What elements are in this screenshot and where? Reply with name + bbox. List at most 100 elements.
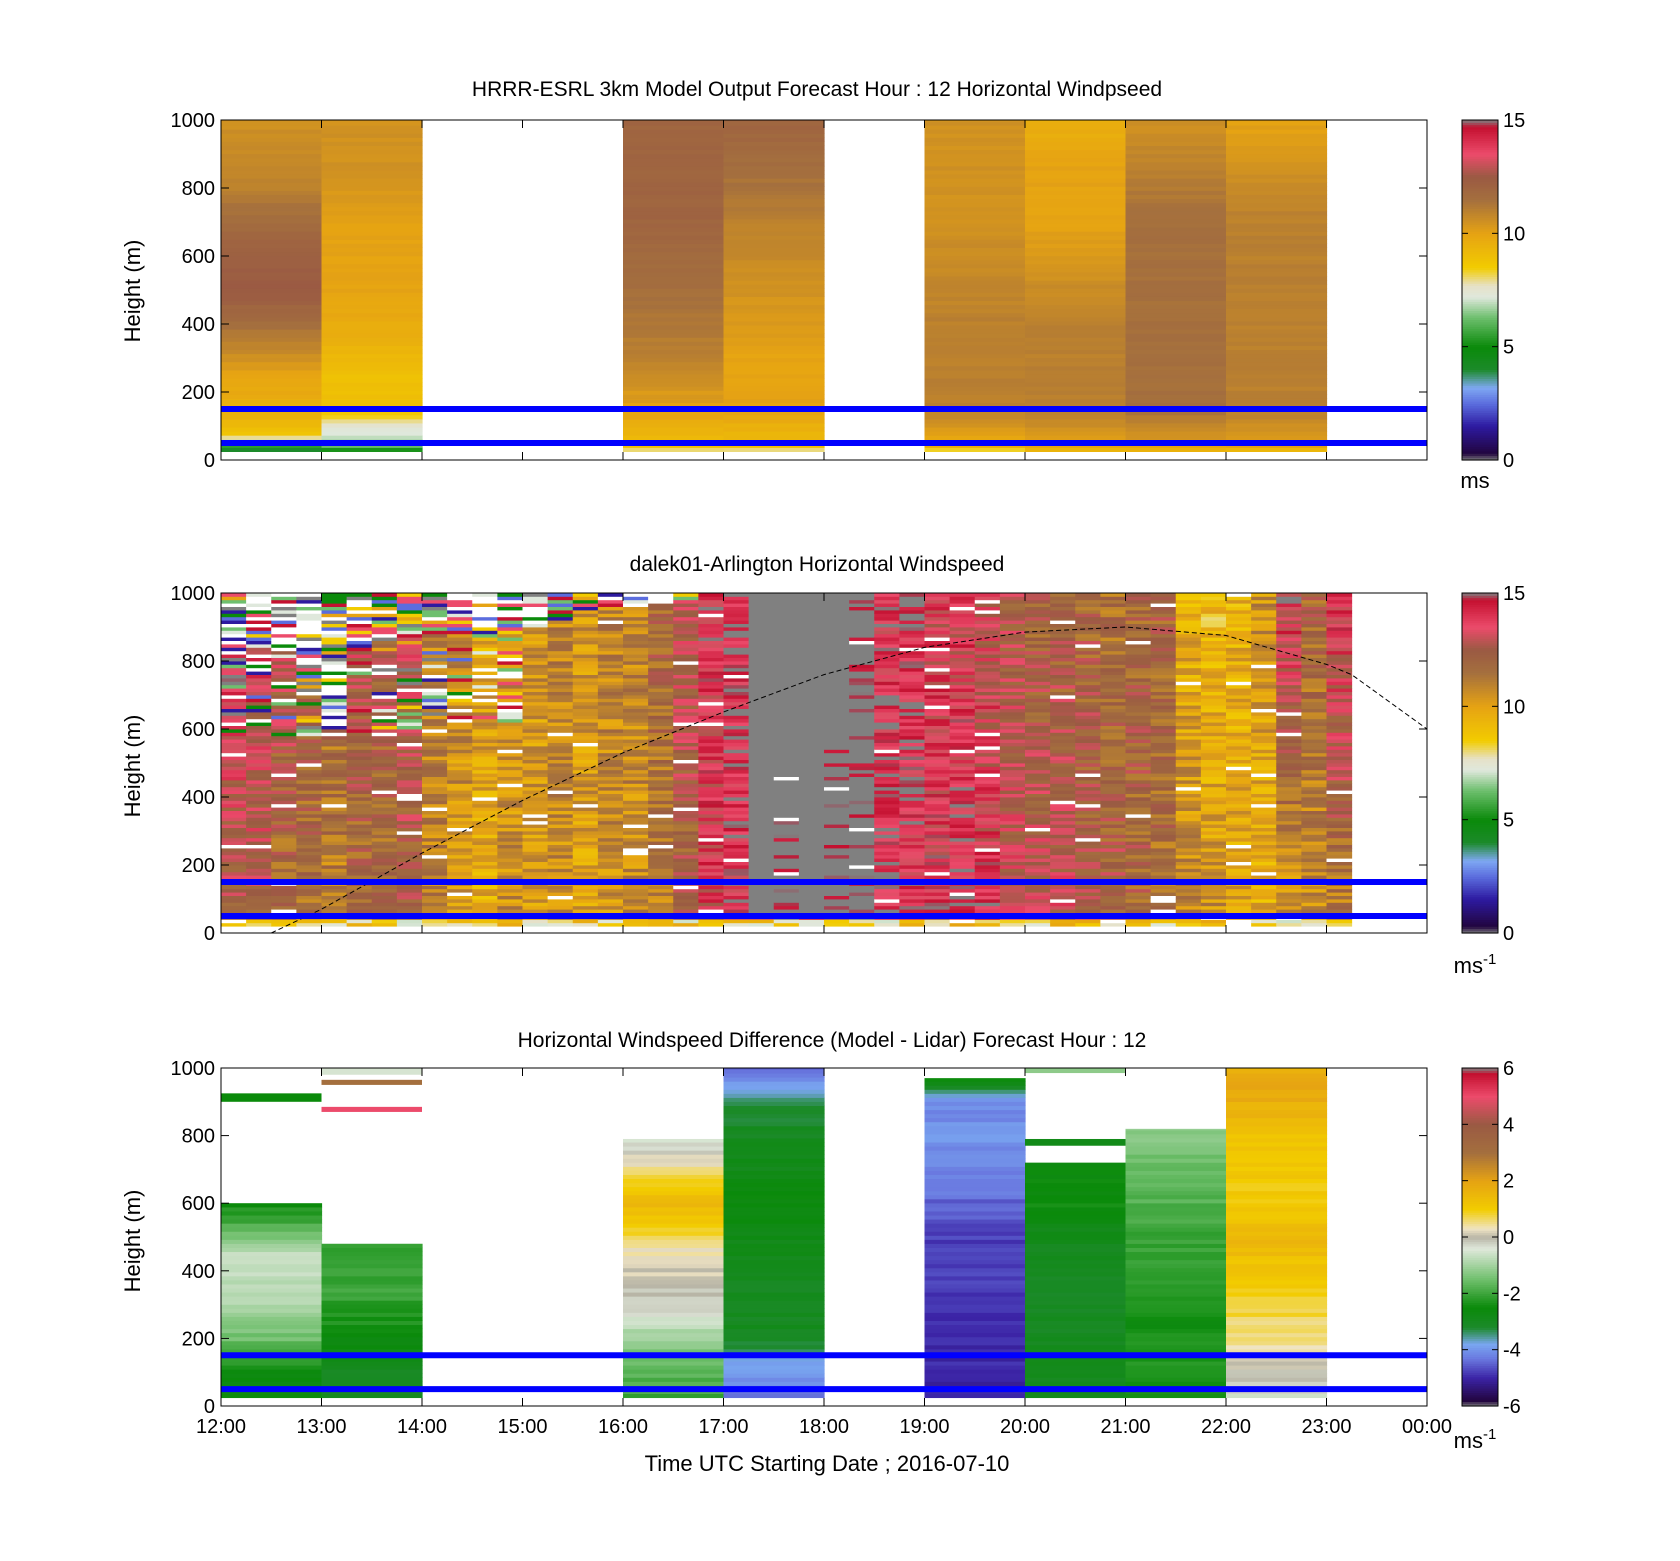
heatmap-cell (849, 773, 875, 777)
heatmap-cell (547, 623, 574, 628)
heatmap-cell (346, 919, 373, 924)
heatmap-cell (623, 892, 649, 896)
heatmap-cell (748, 593, 775, 597)
heatmap-cell (547, 708, 574, 713)
heatmap-cell (597, 650, 624, 655)
heatmap-cell (522, 691, 549, 696)
heatmap-cell (1100, 705, 1127, 709)
heatmap-cell (673, 633, 699, 638)
heatmap-cell (824, 820, 850, 825)
heatmap-cell (547, 888, 574, 893)
heatmap-cell (648, 623, 674, 628)
heatmap-cell (1050, 593, 1076, 597)
heatmap-cell (698, 875, 725, 879)
heatmap-cell (648, 766, 674, 771)
heatmap-cell (824, 616, 850, 621)
heatmap-cell (346, 756, 373, 760)
heatmap-cell (497, 793, 524, 798)
heatmap-cell (949, 844, 976, 849)
heatmap-cell (1050, 705, 1076, 709)
heatmap-cell (999, 603, 1026, 607)
heatmap-cell (1100, 827, 1127, 832)
heatmap-cell (597, 868, 624, 873)
heatmap-cell (1251, 630, 1277, 635)
heatmap-cell (1100, 831, 1127, 835)
heatmap-cell (271, 681, 297, 686)
heatmap-cell (1050, 729, 1076, 733)
heatmap-cell (346, 776, 373, 781)
heatmap-cell (798, 776, 825, 781)
heatmap-cell (899, 633, 926, 638)
heatmap-cell (597, 647, 624, 652)
heatmap-cell (271, 844, 297, 849)
heatmap-cell (1075, 756, 1101, 760)
heatmap-cell (723, 329, 825, 334)
heatmap-cell (1251, 851, 1277, 856)
heatmap-cell (1025, 688, 1051, 692)
heatmap-cell (396, 688, 423, 692)
heatmap-cell (221, 800, 247, 805)
heatmap-cell (1100, 820, 1127, 825)
heatmap-cell (447, 810, 473, 815)
heatmap-cell (999, 667, 1026, 672)
heatmap-cell (572, 793, 599, 798)
heatmap-cell (949, 746, 976, 750)
heatmap-cell (1150, 725, 1177, 730)
heatmap-cell (623, 671, 649, 675)
heatmap-cell (1226, 410, 1328, 416)
heatmap-cell (221, 296, 323, 302)
heatmap-cell (271, 797, 297, 801)
heatmap-cell (723, 861, 750, 866)
heatmap-cell (999, 718, 1026, 723)
heatmap-cell (522, 909, 549, 913)
heatmap-cell (798, 868, 825, 873)
heatmap-cell (221, 161, 323, 167)
heatmap-cell (1075, 854, 1101, 859)
heatmap-cell (221, 661, 247, 665)
heatmap-cell (346, 803, 373, 808)
heatmap-cell (924, 341, 1026, 346)
heatmap-cell (623, 684, 649, 689)
heatmap-cell (748, 718, 775, 723)
heatmap-cell (1226, 599, 1252, 604)
heatmap-cell (1251, 800, 1277, 805)
heatmap-cell (849, 834, 875, 839)
heatmap-cell (371, 865, 398, 869)
heatmap-cell (1200, 827, 1227, 832)
heatmap-cell (271, 783, 297, 788)
heatmap-cell (1200, 790, 1227, 794)
heatmap-cell (849, 732, 875, 737)
heatmap-cell (773, 749, 800, 754)
heatmap-cell (974, 603, 1001, 607)
heatmap-cell (698, 793, 725, 798)
heatmap-cell (899, 810, 926, 815)
heatmap-cell (271, 868, 297, 873)
heatmap-cell (396, 606, 423, 611)
heatmap-cell (221, 905, 247, 910)
heatmap-cell (824, 681, 850, 686)
heatmap-cell (572, 885, 599, 890)
heatmap-cell (999, 735, 1026, 740)
heatmap-cell (271, 671, 297, 675)
heatmap-cell (221, 288, 323, 293)
heatmap-cell (1251, 650, 1277, 655)
heatmap-cell (547, 844, 574, 849)
heatmap-cell (522, 780, 549, 784)
heatmap-cell (1150, 871, 1177, 876)
heatmap-cell (623, 325, 725, 330)
heatmap-cell (698, 868, 725, 873)
heatmap-cell (422, 814, 448, 818)
heatmap-cell (1075, 650, 1101, 655)
heatmap-cell (698, 820, 725, 825)
heatmap-cell (798, 633, 825, 638)
heatmap-cell (1226, 186, 1328, 191)
heatmap-cell (1200, 895, 1227, 900)
heatmap-cell (1075, 613, 1101, 618)
heatmap-cell (321, 369, 423, 375)
heatmap-cell (1125, 206, 1227, 212)
heatmap-cell (1050, 841, 1076, 845)
heatmap-cell (1226, 353, 1328, 359)
heatmap-cell (296, 769, 323, 774)
heatmap-cell (1226, 776, 1252, 781)
heatmap-cell (522, 854, 549, 859)
